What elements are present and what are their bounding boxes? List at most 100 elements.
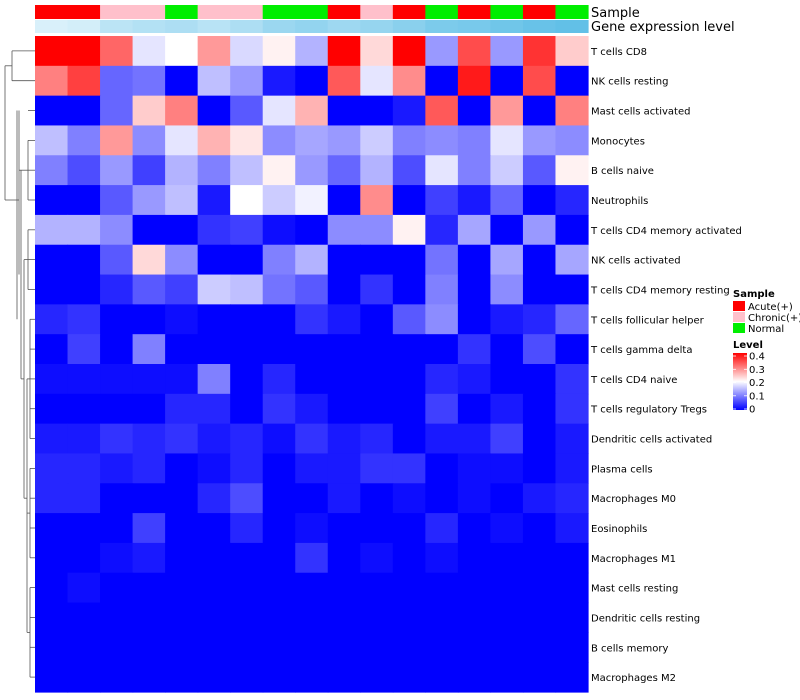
heatmap-cell — [230, 244, 264, 276]
heatmap-cell — [230, 572, 264, 604]
level-tick-label: 0.4 — [749, 352, 765, 363]
heatmap-cell — [67, 155, 101, 186]
expression-annotation-cell — [197, 20, 231, 33]
expression-annotation-cell — [392, 20, 426, 33]
heatmap-cell — [490, 185, 524, 216]
expression-annotation-cell — [360, 20, 394, 33]
heatmap-cell — [165, 632, 199, 663]
heatmap-cell — [165, 483, 199, 514]
heatmap-cell — [165, 662, 199, 693]
heatmap-cell — [555, 125, 589, 156]
heatmap-cell — [132, 185, 166, 216]
heatmap-cell — [100, 483, 134, 514]
heatmap-cell — [522, 95, 557, 127]
heatmap-cell — [327, 602, 361, 633]
heatmap-cell — [555, 542, 589, 574]
heatmap-cell — [425, 453, 459, 484]
heatmap-cell — [425, 274, 459, 305]
heatmap-cell — [132, 125, 166, 156]
heatmap-cell — [555, 36, 589, 67]
heatmap-cell — [457, 304, 492, 335]
heatmap-cell — [392, 125, 426, 156]
sample-annotation-cell — [197, 5, 231, 19]
heatmap-cell — [360, 155, 394, 186]
expression-annotation-cell — [100, 20, 134, 33]
heatmap-cell — [327, 513, 361, 544]
heatmap-cell — [522, 214, 557, 246]
heatmap-cell — [197, 65, 231, 97]
heatmap-cell — [35, 155, 69, 186]
heatmap-cell — [35, 274, 69, 305]
heatmap-cell — [262, 214, 296, 246]
heatmap-cell — [360, 185, 394, 216]
heatmap-cell — [35, 36, 69, 67]
heatmap-cell — [165, 513, 199, 544]
heatmap-cell — [490, 214, 524, 246]
heatmap-cell — [35, 513, 69, 544]
heatmap-cell — [295, 513, 329, 544]
heatmap-cell — [295, 334, 329, 365]
heatmap-cell — [100, 602, 134, 633]
sample-annotation-cell — [67, 5, 101, 19]
heatmap-cell — [132, 364, 166, 395]
row-label: NK cells resting — [591, 77, 668, 88]
heatmap-cell — [67, 632, 101, 663]
heatmap-cell — [490, 483, 524, 514]
heatmap-cell — [522, 513, 557, 544]
heatmap-cell — [35, 304, 69, 335]
heatmap-cell — [100, 65, 134, 97]
row-label: Macrophages M1 — [591, 554, 676, 565]
heatmap-cell — [67, 423, 101, 455]
heatmap-cell — [490, 393, 524, 425]
heatmap-cell — [230, 542, 264, 574]
heatmap-cell — [165, 65, 199, 97]
heatmap-cell — [457, 423, 492, 455]
heatmap-cell — [425, 155, 459, 186]
heatmap-cell — [35, 602, 69, 633]
heatmap-cell — [490, 542, 524, 574]
heatmap-cell — [165, 542, 199, 574]
heatmap-cell — [555, 632, 589, 663]
heatmap-cell — [230, 274, 264, 305]
heatmap-cell — [67, 483, 101, 514]
level-tick-label: 0.2 — [749, 378, 765, 389]
heatmap-cell — [490, 513, 524, 544]
heatmap-cell — [67, 513, 101, 544]
heatmap-cell — [262, 36, 296, 67]
heatmap-cell — [262, 513, 296, 544]
heatmap-cell — [295, 185, 329, 216]
heatmap-cell — [392, 662, 426, 693]
heatmap-cell — [262, 602, 296, 633]
row-label: Dendritic cells activated — [591, 435, 712, 446]
heatmap-cell — [67, 274, 101, 305]
heatmap-cell — [132, 632, 166, 663]
heatmap-cell — [35, 632, 69, 663]
heatmap-cell — [295, 244, 329, 276]
heatmap-cell — [295, 65, 329, 97]
heatmap-cell — [490, 244, 524, 276]
heatmap-cell — [490, 36, 524, 67]
expression-annotation-cell — [425, 20, 459, 33]
expression-annotation-cell — [165, 20, 199, 33]
heatmap-cell — [132, 244, 166, 276]
heatmap-cell — [197, 364, 231, 395]
heatmap-cell — [327, 185, 361, 216]
expression-annotation-cell — [490, 20, 524, 33]
heatmap-cell — [392, 542, 426, 574]
heatmap-cell — [490, 65, 524, 97]
heatmap-cell — [490, 274, 524, 305]
heatmap-cell — [425, 423, 459, 455]
row-label: T cells CD4 memory activated — [590, 226, 742, 237]
heatmap-cell — [165, 423, 199, 455]
heatmap-cell — [262, 542, 296, 574]
heatmap-cell — [522, 572, 557, 604]
heatmap-cell — [262, 185, 296, 216]
heatmap-cell — [327, 95, 361, 127]
heatmap-cell — [230, 214, 264, 246]
heatmap-cell — [132, 155, 166, 186]
heatmap-cell — [197, 185, 231, 216]
heatmap-cell — [165, 364, 199, 395]
heatmap-cell — [67, 185, 101, 216]
heatmap-cell — [522, 393, 557, 425]
heatmap-cell — [132, 483, 166, 514]
